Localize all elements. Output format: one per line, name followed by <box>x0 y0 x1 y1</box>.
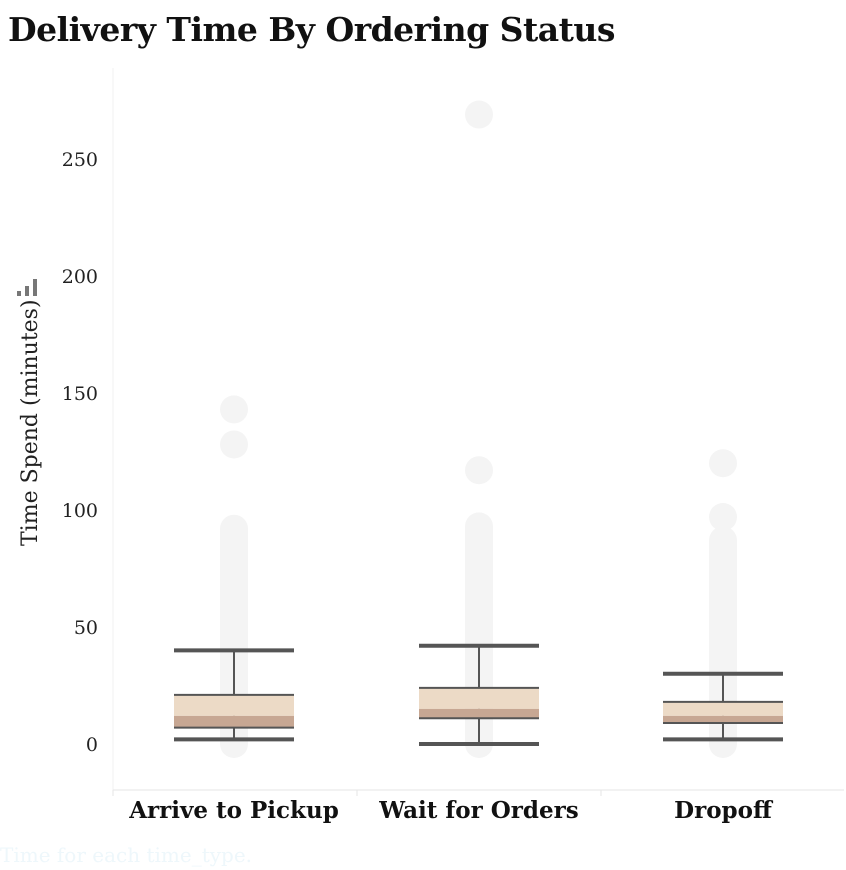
y-tick-label: 100 <box>62 500 98 522</box>
outlier-point <box>709 449 737 478</box>
box-dropoff <box>663 671 783 742</box>
bar-chart-icon <box>17 279 37 296</box>
points-layer <box>220 100 737 758</box>
box-lower-half <box>419 708 539 719</box>
points-dropoff <box>709 449 737 758</box>
y-axis-ticks: 0 50 100 150 200 250 <box>62 149 98 756</box>
outlier-point <box>465 456 493 485</box>
x-category-label: Wait for Orders <box>378 797 578 824</box>
box-wait-for-orders <box>419 643 539 746</box>
chart-title: Delivery Time By Ordering Status <box>8 10 615 49</box>
box-arrive-to-pickup <box>174 648 294 742</box>
y-tick-label: 0 <box>86 734 98 756</box>
data-point-strip <box>709 526 737 758</box>
chart-caption: Time for each time_type. <box>0 843 253 867</box>
y-tick-label: 150 <box>62 383 98 405</box>
box-upper-half <box>174 694 294 716</box>
y-axis-title-group: Time Spend (minutes) <box>17 279 43 546</box>
boxes-layer <box>174 643 783 746</box>
y-tick-label: 200 <box>62 266 98 288</box>
outlier-point <box>220 430 248 459</box>
box-lower-half <box>174 715 294 728</box>
box-upper-half <box>663 701 783 716</box>
plot-frame <box>112 68 844 796</box>
x-category-label: Dropoff <box>674 797 774 824</box>
y-tick-label: 250 <box>62 149 98 171</box>
outlier-point <box>709 503 737 532</box>
y-tick-label: 50 <box>74 617 98 639</box>
box-lower-half <box>663 715 783 723</box>
outlier-point <box>465 100 493 129</box>
y-axis-title: Time Spend (minutes) <box>18 299 43 546</box>
x-axis-labels: Arrive to Pickup Wait for Orders Dropoff <box>128 797 774 824</box>
box-upper-half <box>419 687 539 709</box>
x-category-label: Arrive to Pickup <box>128 797 339 824</box>
outlier-point <box>220 395 248 424</box>
